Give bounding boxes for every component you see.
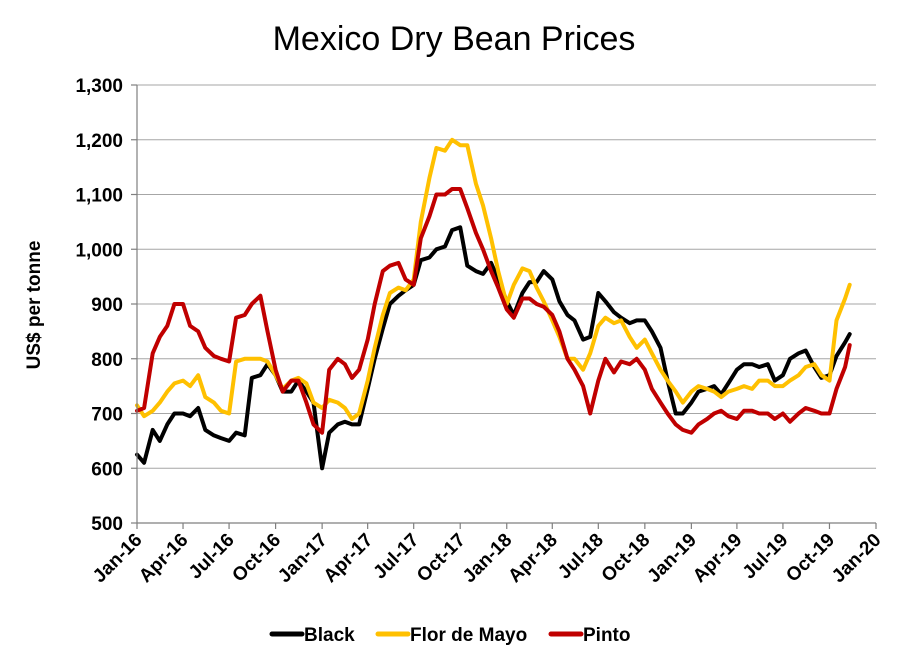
x-tick-label: Oct-16 — [228, 530, 285, 587]
series-line-pinto — [135, 187, 852, 435]
y-tick-label: 900 — [91, 295, 123, 316]
x-tick-label: Jan-16 — [89, 530, 146, 587]
x-tick-label: Apr-19 — [689, 530, 746, 587]
series-line-black — [135, 225, 852, 471]
x-tick-label: Jan-17 — [274, 530, 331, 587]
y-tick-label: 500 — [91, 514, 123, 535]
x-tick-label: Oct-17 — [413, 530, 470, 587]
series-lines — [135, 137, 852, 471]
x-tick-label: Apr-18 — [504, 530, 561, 587]
y-tick-label: 800 — [91, 350, 123, 371]
x-tick-label: Jan-18 — [459, 530, 516, 587]
x-tick-label: Oct-18 — [598, 530, 655, 587]
x-tick-labels: Jan-16Apr-16Jul-16Oct-16Jan-17Apr-17Jul-… — [89, 523, 886, 587]
series-line-flor-de-mayo — [135, 137, 852, 421]
x-tick-label: Jul-17 — [370, 530, 424, 584]
y-tick-label: 700 — [91, 405, 123, 426]
x-tick-label: Jul-18 — [554, 530, 608, 584]
y-tick-label: 1,200 — [75, 131, 123, 152]
legend-label: Black — [304, 625, 355, 646]
legend: Black Flor de Mayo Pinto — [269, 625, 631, 646]
x-tick-label: Oct-19 — [782, 530, 839, 587]
x-tick-label: Jan-20 — [828, 530, 885, 587]
y-tick-label: 1,300 — [75, 76, 123, 97]
legend-label: Flor de Mayo — [410, 625, 527, 646]
chart-title: Mexico Dry Bean Prices — [273, 20, 636, 58]
y-tick-labels: 500 600 700 800 900 1,000 1,100 1,200 1,300 — [75, 76, 137, 535]
y-tick-label: 600 — [91, 459, 123, 480]
x-tick-label: Apr-17 — [320, 530, 377, 587]
y-axis-label: US$ per tonne — [24, 241, 45, 370]
y-tick-label: 1,100 — [75, 186, 123, 207]
x-tick-label: Apr-16 — [135, 530, 192, 587]
legend-label: Pinto — [583, 625, 631, 646]
x-tick-label: Jan-19 — [644, 530, 701, 587]
x-tick-label: Jul-16 — [185, 530, 239, 584]
y-tick-label: 1,000 — [75, 240, 123, 261]
x-tick-label: Jul-19 — [739, 530, 793, 584]
